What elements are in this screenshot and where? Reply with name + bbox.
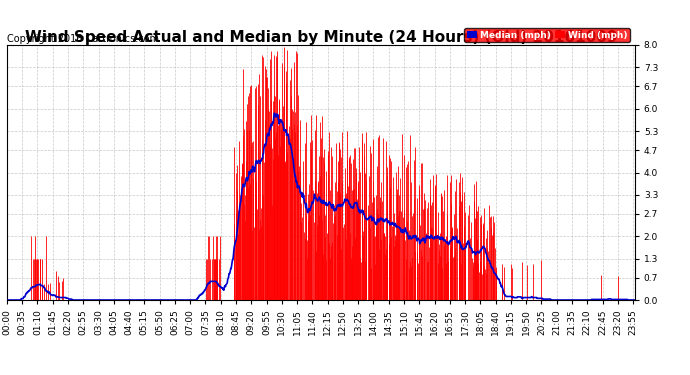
Legend: Median (mph), Wind (mph): Median (mph), Wind (mph) [464, 28, 630, 42]
Text: Copyright 2016 Cartronics.com: Copyright 2016 Cartronics.com [7, 33, 159, 44]
Title: Wind Speed Actual and Median by Minute (24 Hours) (Old) 20161009: Wind Speed Actual and Median by Minute (… [25, 30, 617, 45]
